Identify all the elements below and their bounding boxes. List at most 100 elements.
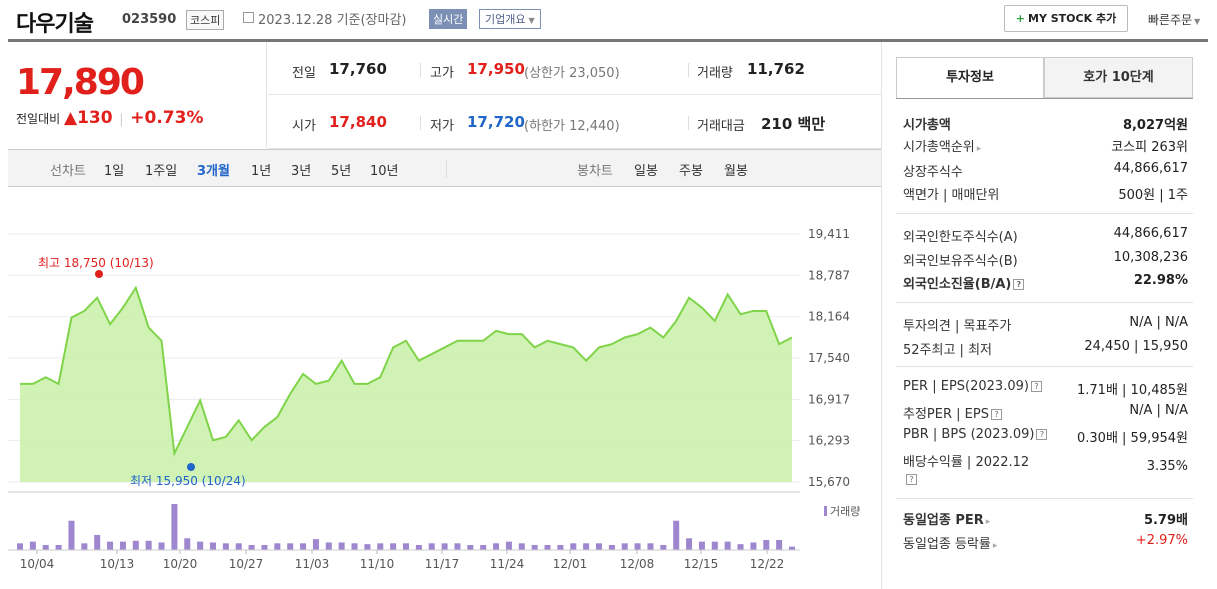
ind-chg-label[interactable]: 동일업종 등락률 ▸ bbox=[903, 537, 998, 552]
help-icon[interactable]: ? bbox=[906, 474, 917, 485]
volume-bar bbox=[544, 544, 551, 550]
x-tick-label: 11/10 bbox=[360, 557, 395, 571]
period-3y[interactable]: 3년 bbox=[291, 164, 312, 179]
open-label: 시가 bbox=[292, 119, 316, 134]
flimit-value: 44,866,617 bbox=[1113, 226, 1188, 241]
volume-bar bbox=[197, 541, 204, 550]
stock-name: 다우기술 bbox=[16, 12, 94, 37]
plus-icon: + bbox=[1015, 12, 1026, 25]
volume-bar bbox=[454, 543, 461, 550]
period-1y[interactable]: 1년 bbox=[251, 164, 272, 179]
divider bbox=[446, 160, 447, 178]
volume-bar bbox=[312, 539, 319, 550]
volume-bar bbox=[776, 539, 783, 550]
quick-order-button[interactable]: 빠른주문 ▼ bbox=[1148, 11, 1200, 28]
divider bbox=[896, 302, 1193, 303]
candle-chart-label: 봉차트 bbox=[577, 164, 613, 179]
volume-bar bbox=[737, 544, 744, 550]
volume-bar bbox=[184, 538, 191, 550]
face-value: 500원 | 1주 bbox=[1118, 188, 1188, 203]
volume-bar bbox=[660, 544, 667, 550]
mrank-label[interactable]: 시가총액순위 ▸ bbox=[903, 140, 982, 155]
base-date: 2023.12.28 기준(장마감) bbox=[258, 13, 407, 28]
chevron-down-icon: ▼ bbox=[528, 16, 535, 25]
corp-info-dropdown[interactable]: 기업개요 ▼ bbox=[479, 9, 541, 29]
help-icon[interactable]: ? bbox=[1030, 381, 1042, 392]
low-value: 17,720 bbox=[467, 113, 525, 131]
period-1d[interactable]: 1일 bbox=[104, 164, 125, 179]
period-1w[interactable]: 1주일 bbox=[145, 164, 178, 179]
volume-bar bbox=[300, 543, 307, 550]
divider bbox=[420, 116, 421, 130]
volume-bar bbox=[480, 544, 487, 550]
price-box bbox=[8, 42, 267, 148]
volume-bar bbox=[711, 541, 718, 550]
amount-value: 210 백만 bbox=[761, 115, 826, 133]
volume-bar bbox=[158, 542, 165, 550]
shares-label: 상장주식수 bbox=[903, 165, 963, 180]
tab-invest-info[interactable]: 투자정보 bbox=[896, 57, 1044, 98]
candle-week[interactable]: 주봉 bbox=[679, 164, 703, 179]
volume-bar bbox=[789, 546, 795, 550]
face-label: 액면가 | 매매단위 bbox=[903, 188, 1000, 203]
realtime-button[interactable]: 실시간 bbox=[429, 9, 468, 29]
volume-bar bbox=[222, 543, 229, 550]
volume-bar bbox=[132, 540, 139, 550]
upper-limit: (상한가 23,050) bbox=[524, 66, 620, 81]
divider bbox=[896, 213, 1193, 214]
prev-value: 17,760 bbox=[329, 60, 387, 78]
volume-bar bbox=[81, 543, 88, 550]
up-arrow-icon: ▲ bbox=[64, 108, 78, 128]
help-icon[interactable]: ? bbox=[1036, 429, 1048, 440]
period-3m[interactable]: 3개월 bbox=[197, 164, 230, 179]
fhold-label: 외국인보유주식수(B) bbox=[903, 254, 1018, 269]
volume-legend-swatch bbox=[824, 506, 827, 516]
y-tick-label: 15,670 bbox=[808, 475, 850, 489]
ind-per-label[interactable]: 동일업종 PER ▸ bbox=[903, 513, 991, 528]
x-tick-label: 10/04 bbox=[20, 557, 55, 571]
y-tick-label: 18,164 bbox=[808, 310, 850, 324]
x-tick-label: 12/15 bbox=[684, 557, 719, 571]
price-chart: 19,411 18,787 18,164 17,540 16,917 16,293 15,6… bbox=[8, 227, 860, 571]
help-icon[interactable]: ? bbox=[990, 409, 1002, 420]
y-tick-label: 18,787 bbox=[808, 268, 850, 282]
y-tick-label: 16,917 bbox=[808, 392, 850, 406]
volume-bar bbox=[724, 541, 731, 550]
max-marker bbox=[95, 270, 103, 278]
y-tick-label: 17,540 bbox=[808, 351, 850, 365]
low-label: 저가 bbox=[430, 119, 454, 134]
tab-hoga[interactable]: 호가 10단계 bbox=[1044, 57, 1193, 98]
max-label: 최고 18,750 (10/13) bbox=[38, 256, 154, 270]
open-value: 17,840 bbox=[329, 113, 387, 131]
volume-bar bbox=[351, 543, 358, 550]
candle-day[interactable]: 일봉 bbox=[634, 164, 658, 179]
stats-row-1 bbox=[268, 42, 881, 95]
volume-legend: 거래량 bbox=[830, 505, 860, 518]
volume-bar bbox=[686, 538, 693, 550]
pbr-value: 0.30배 | 59,954원 bbox=[1077, 431, 1188, 446]
period-10y[interactable]: 10년 bbox=[370, 164, 399, 179]
fhold-value: 10,308,236 bbox=[1113, 250, 1188, 265]
volume-label: 거래량 bbox=[697, 66, 733, 81]
amount-label: 거래대금 bbox=[697, 119, 745, 134]
x-tick-label: 10/27 bbox=[229, 557, 264, 571]
diff-value: 130 bbox=[77, 108, 113, 128]
volume-bar bbox=[325, 542, 332, 550]
volume-bar bbox=[467, 544, 474, 550]
candle-month[interactable]: 월봉 bbox=[724, 164, 748, 179]
period-5y[interactable]: 5년 bbox=[331, 164, 352, 179]
lower-limit: (하한가 12,440) bbox=[524, 119, 620, 134]
eper-label: 추정PER | EPS? bbox=[903, 403, 1002, 422]
volume-bar bbox=[698, 541, 705, 550]
arrow-right-icon: ▸ bbox=[976, 144, 982, 154]
volume-bar bbox=[621, 543, 628, 550]
volume-bar bbox=[261, 544, 268, 550]
help-icon[interactable]: ? bbox=[1013, 279, 1025, 290]
volume-bar bbox=[673, 520, 680, 550]
volume-bar bbox=[338, 542, 345, 550]
period-bar bbox=[8, 149, 881, 187]
volume-bar bbox=[364, 544, 371, 550]
fratio-value: 22.98% bbox=[1133, 273, 1188, 288]
volume-bar bbox=[557, 544, 564, 550]
add-mystock-button[interactable]: + MY STOCK 추가 bbox=[1004, 5, 1128, 32]
